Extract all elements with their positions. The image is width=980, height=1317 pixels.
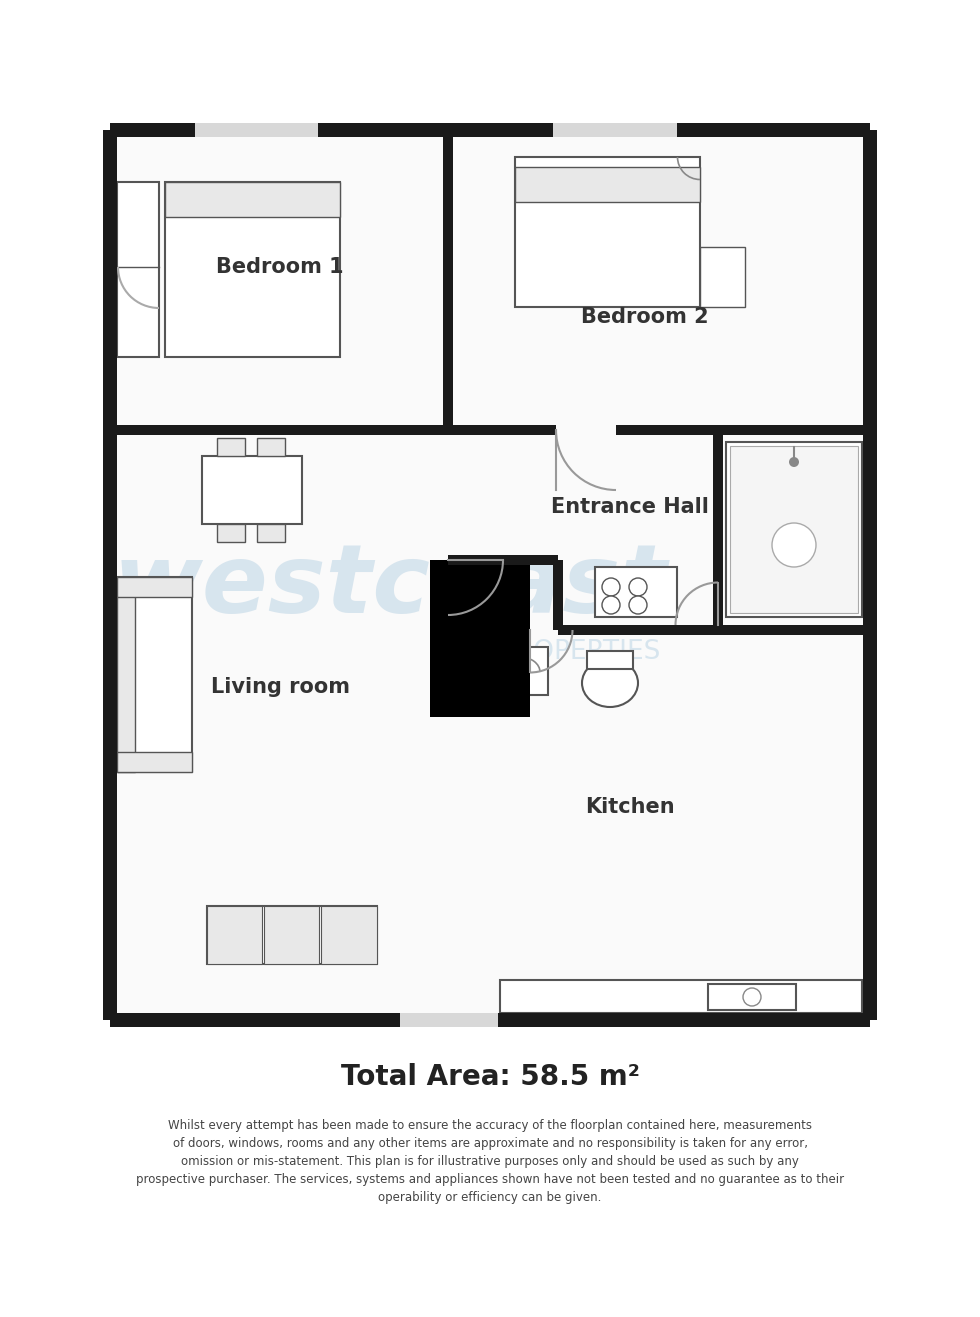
- Bar: [165, 182, 340, 357]
- Bar: [558, 626, 870, 635]
- Text: PROPERTIES: PROPERTIES: [500, 639, 661, 665]
- Text: Whilst every attempt has been made to ensure the accuracy of the floorplan conta: Whilst every attempt has been made to en…: [136, 1119, 844, 1205]
- Bar: [515, 167, 700, 202]
- Bar: [117, 577, 192, 597]
- Bar: [448, 554, 558, 565]
- Bar: [616, 425, 870, 435]
- Bar: [207, 906, 377, 964]
- Bar: [117, 577, 192, 772]
- Bar: [587, 651, 633, 669]
- Circle shape: [602, 597, 620, 614]
- Circle shape: [772, 523, 816, 568]
- Ellipse shape: [582, 658, 638, 707]
- Bar: [202, 456, 302, 524]
- Bar: [257, 524, 285, 543]
- Bar: [207, 906, 262, 964]
- Circle shape: [629, 578, 647, 597]
- Bar: [515, 157, 700, 307]
- Bar: [595, 568, 677, 616]
- Bar: [117, 577, 135, 772]
- Text: Kitchen: Kitchen: [585, 797, 675, 817]
- Circle shape: [789, 457, 799, 468]
- Bar: [264, 906, 319, 964]
- Bar: [117, 182, 159, 357]
- Bar: [117, 752, 192, 772]
- Bar: [730, 446, 858, 612]
- Bar: [195, 122, 318, 137]
- Bar: [110, 130, 870, 1019]
- Text: Bedroom 1: Bedroom 1: [217, 257, 344, 277]
- Bar: [443, 130, 453, 429]
- Text: Total Area: 58.5 m²: Total Area: 58.5 m²: [341, 1063, 639, 1090]
- Bar: [500, 980, 862, 1013]
- Text: Living room: Living room: [211, 677, 350, 697]
- Bar: [700, 248, 745, 307]
- Bar: [165, 182, 340, 217]
- Bar: [863, 130, 877, 1019]
- Circle shape: [629, 597, 647, 614]
- Bar: [448, 425, 556, 435]
- Bar: [110, 1013, 870, 1027]
- Bar: [492, 647, 548, 695]
- Bar: [708, 984, 796, 1010]
- Text: Bedroom 2: Bedroom 2: [581, 307, 709, 327]
- Bar: [713, 429, 723, 630]
- Circle shape: [743, 988, 761, 1006]
- Bar: [110, 425, 448, 435]
- Bar: [103, 130, 117, 1019]
- Bar: [217, 524, 245, 543]
- Bar: [726, 443, 862, 616]
- Bar: [217, 439, 245, 456]
- Bar: [110, 122, 870, 137]
- Text: Entrance Hall: Entrance Hall: [551, 497, 709, 518]
- Bar: [430, 560, 530, 716]
- Bar: [553, 560, 563, 630]
- Bar: [257, 439, 285, 456]
- Bar: [321, 906, 377, 964]
- Bar: [400, 1013, 498, 1027]
- Text: westcoast: westcoast: [113, 540, 667, 633]
- Circle shape: [602, 578, 620, 597]
- Bar: [553, 122, 677, 137]
